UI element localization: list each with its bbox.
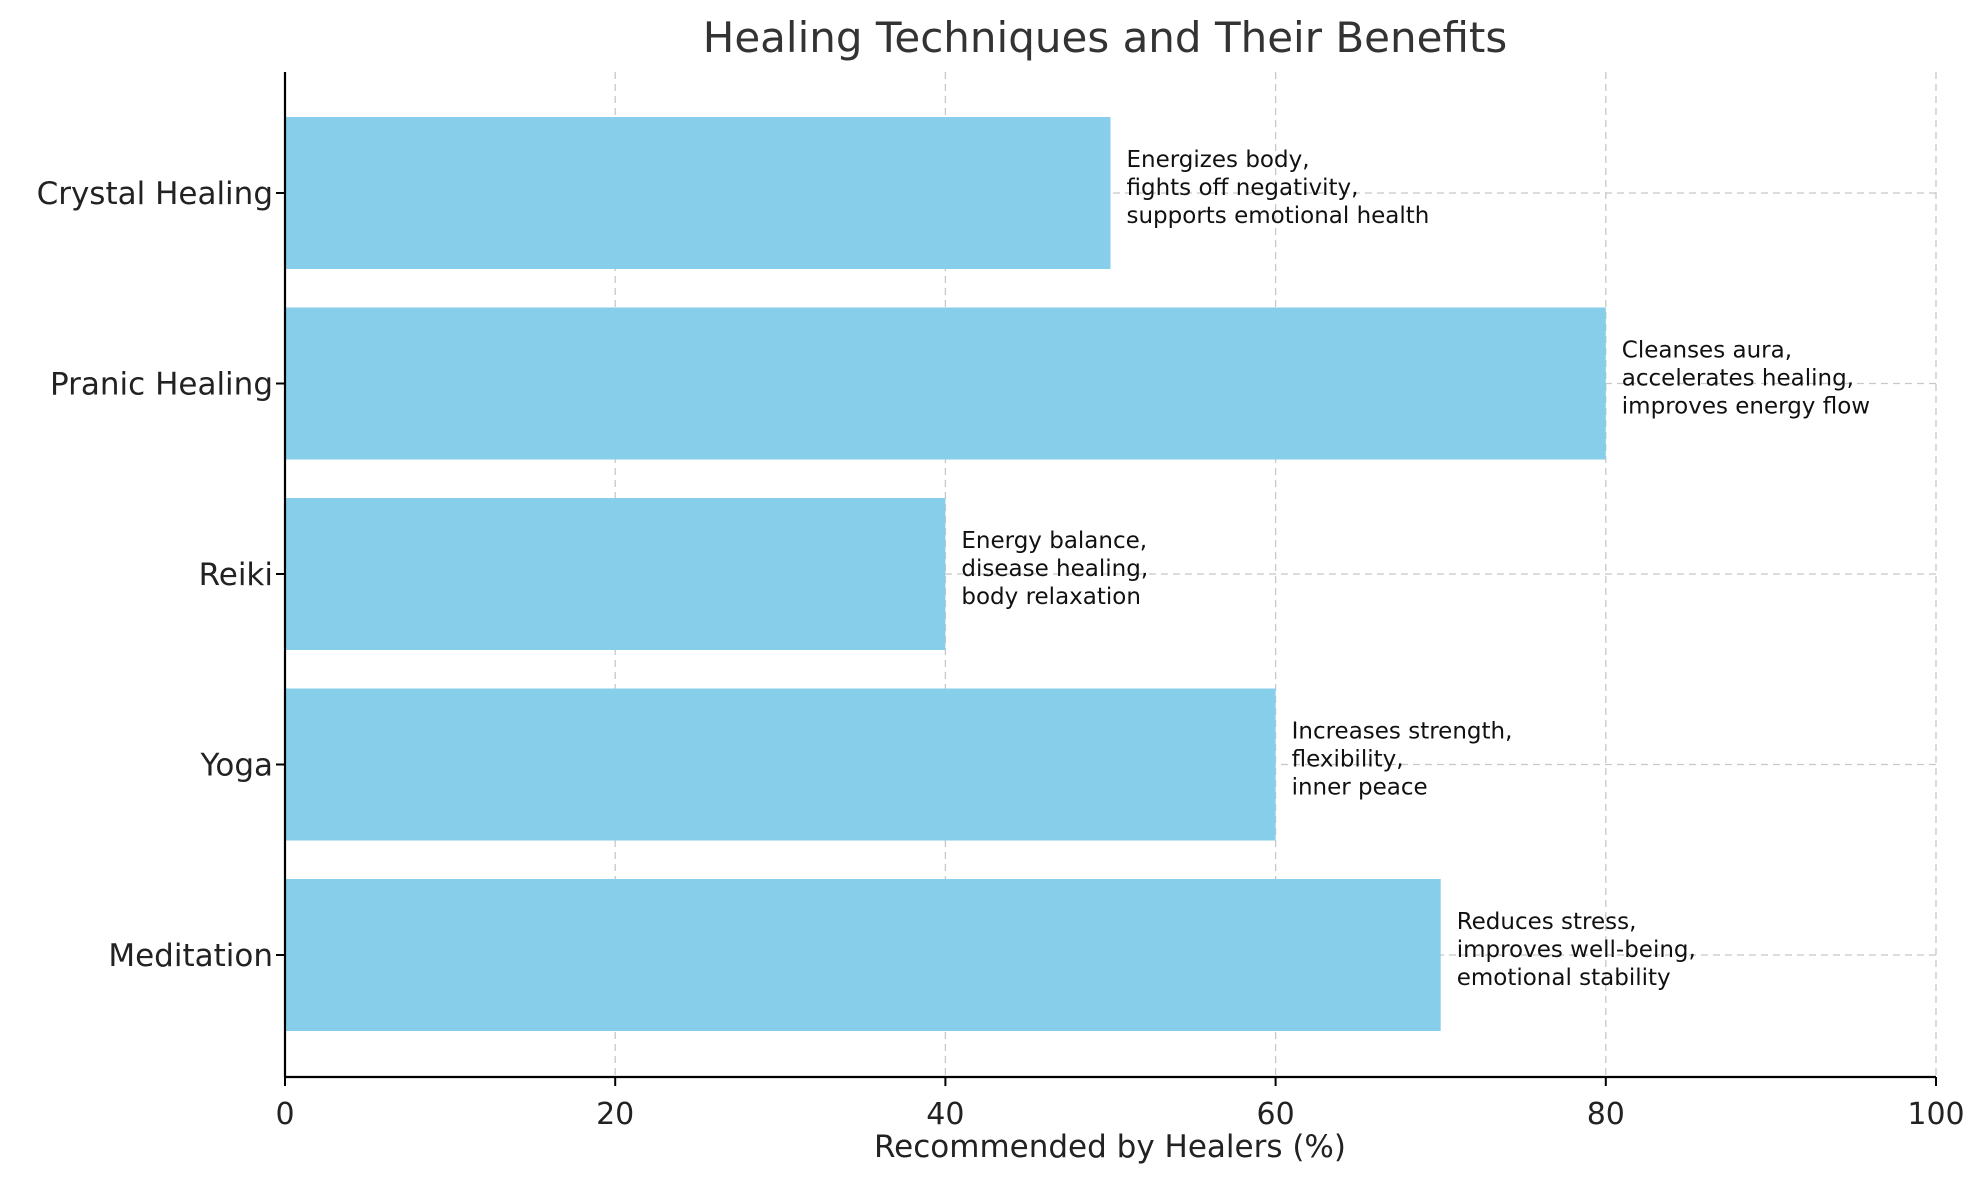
bar-pranic-healing	[285, 307, 1606, 460]
chart-title: Healing Techniques and Their Benefits	[703, 13, 1508, 62]
y-ticks: Meditation Yoga Reiki Pranic Healing Crystal…	[37, 176, 285, 974]
bar-yoga	[285, 688, 1276, 841]
x-tick-label: 100	[1907, 1097, 1964, 1132]
bar-annotations: Reduces stress,improves well-being,emoti…	[961, 147, 1870, 991]
annotation-line: Energizes body,	[1127, 147, 1310, 173]
category-label: Yoga	[200, 748, 273, 784]
bar-reiki	[285, 498, 946, 650]
annotation-line: fights off negativity,	[1127, 175, 1359, 201]
annotation-line: body relaxation	[961, 584, 1141, 610]
category-label: Reiki	[199, 557, 273, 593]
x-tick-label: 40	[926, 1097, 964, 1132]
bar-meditation	[285, 879, 1441, 1031]
x-tick-label: 20	[596, 1097, 634, 1132]
annotation-line: Cleanses aura,	[1622, 338, 1792, 364]
annotation-line: flexibility,	[1292, 747, 1404, 773]
category-label: Pranic Healing	[50, 367, 273, 403]
annotation-line: inner peace	[1292, 775, 1428, 801]
annotation-line: Increases strength,	[1292, 719, 1513, 745]
category-label: Crystal Healing	[37, 176, 273, 212]
annotation-line: supports emotional health	[1127, 203, 1430, 229]
x-tick-label: 60	[1257, 1097, 1295, 1132]
x-axis-label: Recommended by Healers (%)	[874, 1129, 1346, 1165]
annotation-line: improves energy flow	[1622, 394, 1870, 420]
annotation-line: disease healing,	[961, 556, 1148, 582]
x-ticks: 0 20 40 60 80 100	[275, 1077, 1965, 1132]
x-tick-label: 80	[1587, 1097, 1625, 1132]
bars	[285, 117, 1606, 1031]
annotation-line: Reduces stress,	[1457, 909, 1637, 935]
annotation-line: accelerates healing,	[1622, 366, 1854, 392]
annotation-line: Energy balance,	[961, 528, 1147, 554]
x-tick-label: 0	[275, 1097, 294, 1132]
annotation-line: improves well-being,	[1457, 937, 1696, 963]
annotation-line: emotional stability	[1457, 965, 1671, 991]
bar-crystal-healing	[285, 117, 1111, 269]
category-label: Meditation	[108, 938, 273, 974]
